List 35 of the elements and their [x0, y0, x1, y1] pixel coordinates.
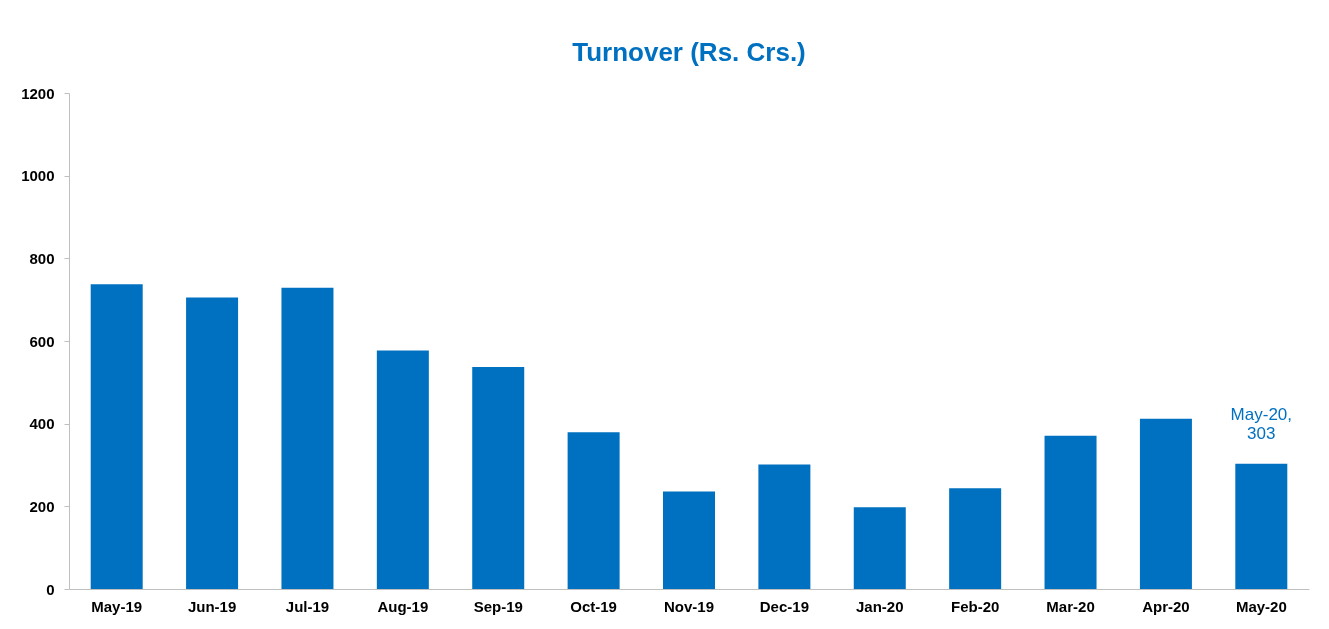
- y-tick-label: 400: [29, 415, 55, 433]
- y-tick-label: 1000: [21, 167, 55, 185]
- bar: [90, 284, 143, 589]
- y-tick-label: 0: [46, 580, 55, 598]
- bar: [472, 367, 525, 589]
- bar: [949, 488, 1002, 589]
- bar: [567, 432, 620, 589]
- bar: [1139, 418, 1192, 589]
- bar: [1044, 435, 1097, 589]
- bar: [376, 350, 429, 589]
- x-tick-label: Dec-19: [759, 597, 809, 615]
- y-tick-label: 800: [29, 249, 55, 267]
- x-tick-label: Apr-20: [1142, 597, 1190, 615]
- y-tick-label: 600: [29, 332, 55, 350]
- x-tick-label: May-20: [1235, 597, 1287, 615]
- bar: [663, 491, 715, 589]
- x-tick-label: Jul-19: [285, 597, 330, 615]
- x-tick-label: Oct-19: [570, 597, 617, 615]
- x-tick-label: Jun-19: [187, 597, 237, 615]
- x-tick-label: May-19: [91, 597, 143, 615]
- bar: [1235, 463, 1288, 589]
- y-tick-label: 1200: [21, 84, 55, 102]
- x-tick-label: Aug-19: [377, 597, 429, 615]
- chart-title: Turnover (Rs. Crs.): [572, 37, 806, 67]
- bar: [853, 507, 906, 589]
- annotation: May-20, 303: [1230, 404, 1293, 443]
- y-tick-label: 200: [29, 497, 55, 515]
- bar: [186, 297, 239, 589]
- x-tick-label: Sep-19: [473, 597, 523, 615]
- x-tick-label: Jan-20: [856, 597, 904, 615]
- bar: [281, 287, 334, 589]
- x-tick-label: Feb-20: [950, 597, 1000, 615]
- x-tick-label: Mar-20: [1046, 597, 1095, 615]
- x-tick-label: Nov-19: [663, 597, 715, 615]
- bar: [758, 464, 811, 589]
